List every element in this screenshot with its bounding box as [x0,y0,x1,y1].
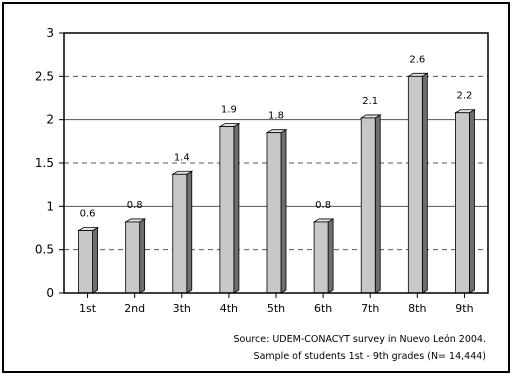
y-tick-label: 0 [46,286,54,300]
bar [219,126,235,294]
data-label: 2.6 [409,54,425,65]
y-tick-label: 0.5 [35,243,54,257]
data-label: 2.2 [456,91,472,102]
data-label: 0.6 [80,209,96,220]
data-label: 2.1 [362,96,378,107]
x-tick-label: 8th [408,302,426,315]
y-tick-label: 1 [46,199,54,213]
bars [77,72,476,294]
sample-note: Sample of students 1st - 9th grades (N= … [253,351,486,362]
data-label: 0.8 [315,200,331,211]
bar [125,221,141,294]
x-tick-label: 4th [220,302,238,315]
bar [313,221,329,294]
x-tick-label: 2nd [124,302,145,315]
bar-chart: 0 0.5 1 1.5 2 2.5 3 0.6 0.8 1.4 1.9 1.8 0.8 2.1 2.6 2.… [35,26,489,315]
bar-side [233,122,240,294]
bar [266,132,282,294]
x-axis-ticks: 1st 2nd 3th 4th 5th 6th 7th 8th 9th [79,293,474,315]
bar-side [421,72,428,294]
data-labels: 0.6 0.8 1.4 1.9 1.8 0.8 2.1 2.6 2.2 [80,54,473,219]
x-tick-label: 3th [173,302,191,315]
y-tick-label: 3 [46,26,54,40]
bar [455,112,470,294]
x-tick-label: 6th [314,302,332,315]
bar [407,75,423,294]
bar [360,117,376,294]
bar-side [280,128,287,294]
x-tick-label: 1st [79,302,97,315]
data-label: 0.8 [127,200,143,211]
x-tick-label: 5th [267,302,285,315]
source-note: Source: UDEM-CONACYT survey in Nuevo Leó… [233,334,487,345]
bar-side [92,226,98,294]
plot-area-border [63,32,489,294]
y-axis-ticks: 0 0.5 1 1.5 2 2.5 3 [35,26,64,300]
bar [172,173,188,294]
data-label: 1.9 [221,105,237,116]
y-tick-label: 2.5 [35,69,54,83]
x-tick-label: 7th [361,302,379,315]
x-tick-label: 9th [455,302,473,315]
bar-side [186,170,193,294]
y-tick-label: 2 [46,113,54,127]
bar [78,230,93,294]
y-tick-label: 1.5 [35,156,54,170]
bar-side [327,218,334,294]
data-label: 1.4 [174,152,190,163]
bar-side [374,114,381,294]
data-label: 1.8 [268,111,284,122]
bar-side [469,109,475,294]
chart-frame: 0 0.5 1 1.5 2 2.5 3 0.6 0.8 1.4 1.9 1.8 0.8 2.1 2.6 2.… [2,2,510,373]
bar-side [139,218,146,294]
